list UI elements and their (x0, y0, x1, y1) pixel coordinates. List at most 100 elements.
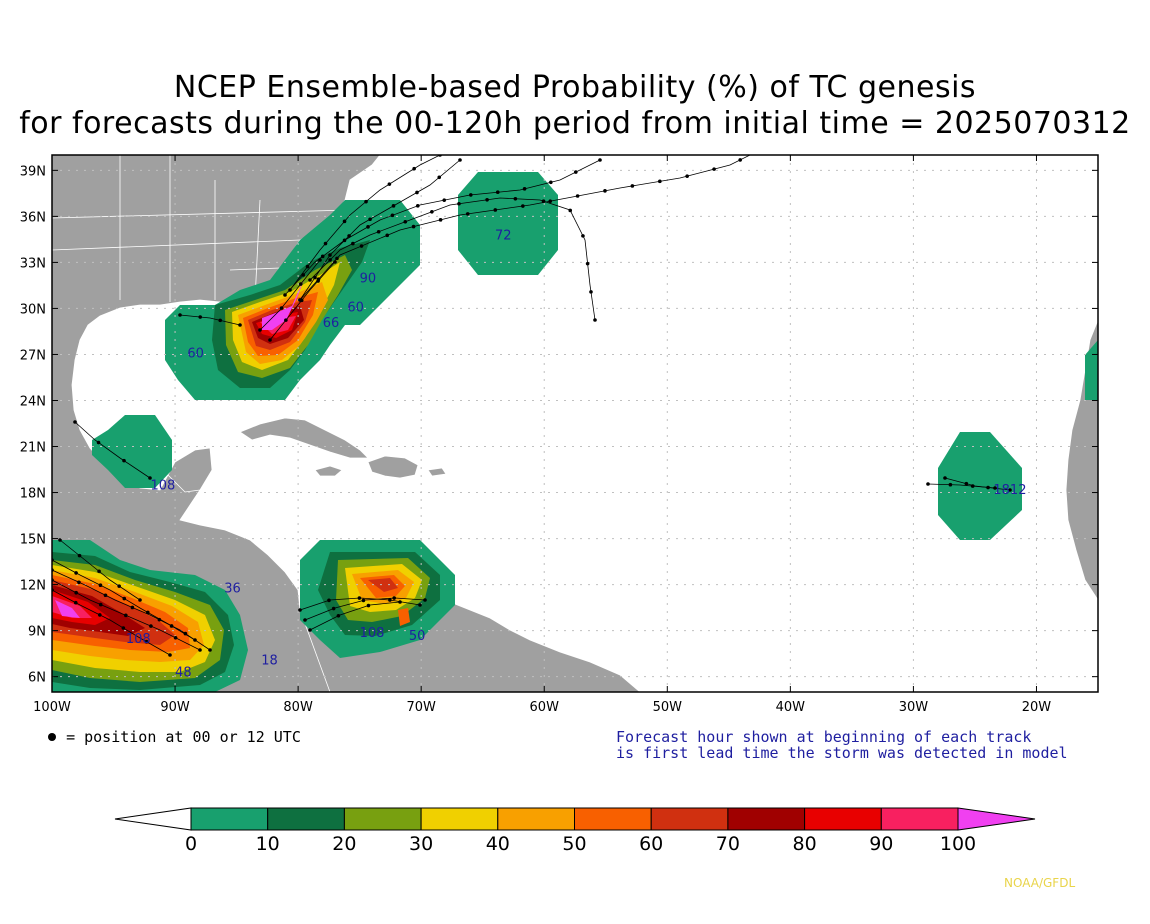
track-dot (392, 596, 396, 600)
track-dot (415, 204, 420, 208)
track-dot (485, 198, 489, 202)
track-dot (323, 241, 328, 246)
track-dot (122, 596, 127, 601)
track-dot (316, 279, 320, 283)
track-dot (303, 618, 307, 622)
track-dot (403, 219, 408, 224)
lat-label: 18N (20, 487, 46, 502)
track-dot (522, 187, 527, 191)
track-dot (288, 288, 292, 292)
track-dot (366, 603, 371, 608)
track-dot (593, 318, 597, 322)
track-dot (169, 624, 174, 628)
track-dot (342, 238, 347, 243)
forecast-hour-label: 108 (360, 626, 385, 641)
track-dot (73, 600, 78, 605)
track-dot (493, 208, 498, 212)
track-dot (74, 590, 78, 595)
track-dot (411, 224, 416, 229)
track-dot (149, 624, 153, 628)
track-dot (268, 338, 272, 342)
map-frame (51, 154, 1099, 693)
track-dot (465, 212, 470, 216)
track-dot (351, 241, 355, 246)
track-dot (430, 209, 434, 214)
track-dot (589, 290, 593, 294)
forecast-hour-label: 108 (126, 632, 151, 647)
track-dot (388, 598, 392, 602)
track-dot (521, 204, 525, 208)
track-position-dots (52, 146, 1012, 657)
track-dot (198, 315, 203, 319)
track-dot (335, 256, 339, 261)
colorbar-cell (880, 807, 959, 831)
legend-dot-icon (48, 733, 56, 741)
track-dot (457, 201, 461, 206)
track-dot (328, 253, 332, 257)
lat-label: 12N (20, 579, 46, 594)
colorbar-cell (497, 807, 575, 831)
track-dot (763, 146, 767, 150)
colorbar-cell (420, 807, 499, 831)
track-dot (98, 613, 102, 617)
lat-label: 30N (20, 302, 46, 317)
forecast-hour-label: 60 (187, 347, 204, 362)
track-dot (548, 199, 553, 203)
track-dot (712, 167, 716, 171)
track-dot (144, 639, 149, 644)
track-dot (391, 204, 396, 208)
lat-label: 33N (20, 256, 46, 271)
lat-label: 21N (20, 441, 46, 456)
colorbar-tick-label: 10 (256, 833, 280, 855)
colorbar-cell (650, 807, 729, 831)
colorbar-tick-label: 30 (409, 833, 433, 855)
lon-label: 60W (530, 700, 560, 715)
position-legend-text: = position at 00 or 12 UTC (48, 728, 301, 746)
colorbar-tick-label: 40 (486, 833, 510, 855)
track-dot (130, 605, 135, 610)
colorbar-cell (727, 807, 806, 831)
land-puerto-rico (427, 467, 447, 477)
track-dot (117, 584, 121, 588)
lat-label: 6N (28, 671, 46, 686)
lat-label: 36N (20, 210, 46, 225)
track-dot (183, 631, 188, 636)
track-dot (298, 282, 303, 286)
track-dot (298, 608, 302, 612)
track-dot (376, 229, 381, 234)
forecast-hour-label: 50 (409, 629, 426, 644)
colorbar-tick-label: 0 (185, 833, 197, 855)
forecast-note-line2: is first lead time the storm was detecte… (616, 744, 1068, 762)
track-dot (299, 298, 304, 303)
track-dot (390, 213, 395, 218)
credit-label: NOAA/GFDL (1004, 876, 1076, 890)
land-jamaica (314, 465, 343, 477)
position-legend-label: = position at 00 or 12 UTC (66, 728, 301, 746)
track-dot (438, 218, 443, 222)
track-dot (138, 598, 142, 602)
colorbar-tick-label: 20 (332, 833, 356, 855)
track-dot (685, 174, 689, 178)
track-dot (331, 606, 336, 611)
track-dot (568, 208, 573, 213)
land-yucatan (167, 447, 213, 493)
track-dot (320, 254, 325, 259)
lon-label: 30W (899, 700, 929, 715)
track-dot (121, 626, 126, 630)
track-dot (157, 617, 162, 622)
track-dot (146, 610, 150, 615)
forecast-hour-label: 1812 (993, 483, 1026, 498)
track-dot (458, 158, 462, 162)
track-dot (658, 179, 662, 184)
forecast-hour-label: 108 (150, 478, 175, 493)
track-dot (327, 598, 331, 603)
lat-label: 27N (20, 348, 46, 363)
track-dot (77, 553, 82, 558)
longitude-axis: 100W 90W 80W 70W 60W 50W 40W 30W 20W (33, 155, 1051, 715)
track-dot (347, 234, 351, 238)
forecast-hour-label: 48 (175, 666, 192, 681)
track-dot (193, 638, 197, 642)
track-dot (318, 258, 322, 262)
track-dot (279, 306, 284, 310)
lon-label: 80W (283, 700, 313, 715)
